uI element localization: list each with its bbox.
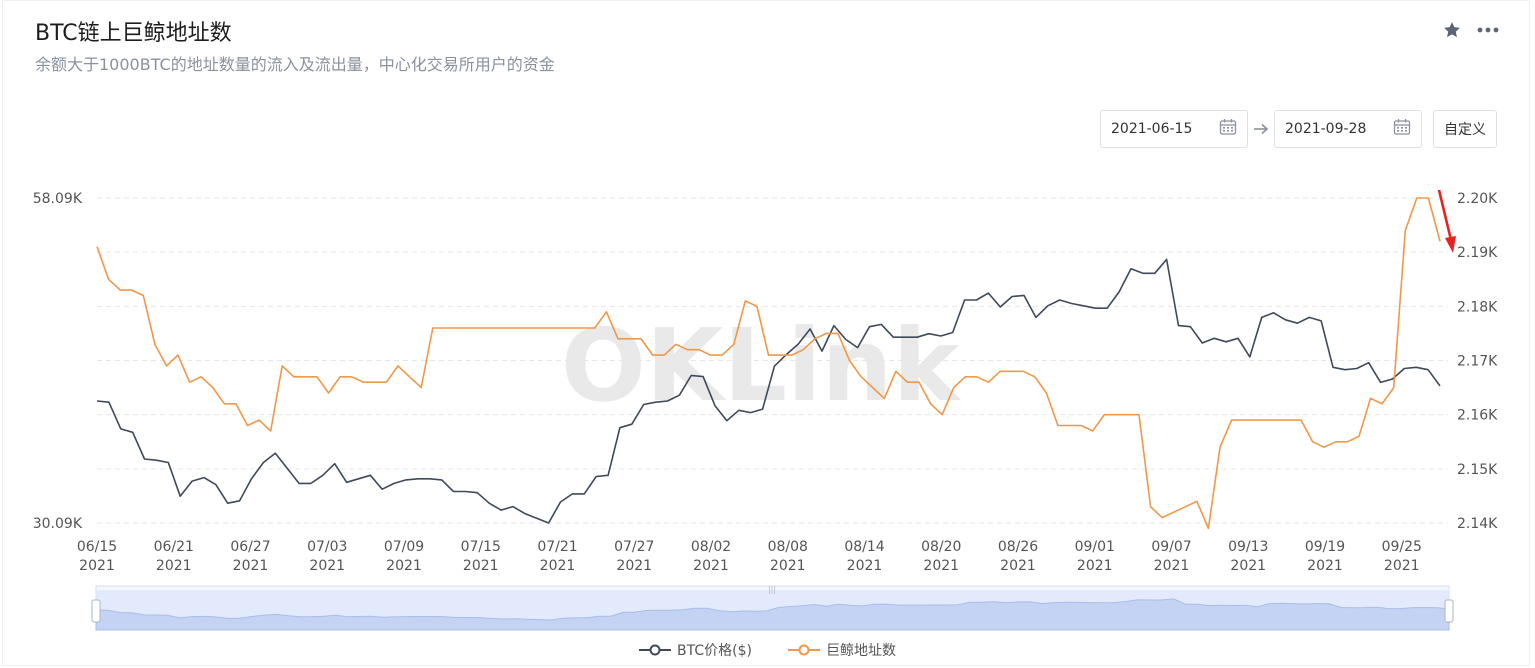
- x-tick-label: 09/25: [1382, 539, 1422, 555]
- x-tick-label: 08/08: [768, 539, 808, 555]
- x-tick-label: 07/27: [614, 539, 654, 555]
- x-tick-label: 08/26: [998, 539, 1038, 555]
- x-tick-year: 2021: [693, 558, 729, 574]
- x-tick-year: 2021: [233, 558, 269, 574]
- chart-title: BTC链上巨鲸地址数: [35, 21, 232, 46]
- x-tick-label: 09/01: [1075, 539, 1115, 555]
- x-tick-year: 2021: [540, 558, 576, 574]
- arrow-right-icon: [1248, 120, 1274, 139]
- start-date-input[interactable]: 2021-06-15: [1100, 110, 1248, 148]
- end-date-input[interactable]: 2021-09-28: [1274, 110, 1422, 148]
- x-tick-label: 07/09: [384, 539, 424, 555]
- data-zoom-slider[interactable]: |||: [91, 585, 1454, 631]
- left-tick-label: 58.09K: [33, 191, 83, 207]
- x-tick-label: 07/15: [461, 539, 501, 555]
- legend-item-price[interactable]: BTC价格($): [639, 640, 752, 660]
- legend-item-whales[interactable]: 巨鲸地址数: [787, 640, 896, 660]
- x-tick-year: 2021: [1230, 558, 1266, 574]
- x-tick-year: 2021: [770, 558, 806, 574]
- end-date-value: 2021-09-28: [1285, 121, 1367, 137]
- series-line-1: [96, 197, 1441, 530]
- legend-line-marker: [639, 644, 672, 656]
- x-tick-label: 06/27: [230, 539, 270, 555]
- x-tick-label: 08/14: [844, 539, 884, 555]
- x-tick-year: 2021: [156, 558, 192, 574]
- x-tick-year: 2021: [1154, 558, 1190, 574]
- zoom-handle-left[interactable]: [91, 599, 101, 623]
- zoom-handle-right[interactable]: [1444, 599, 1454, 623]
- right-tick-label: 2.17K: [1457, 354, 1498, 370]
- right-tick-label: 2.19K: [1457, 245, 1498, 261]
- red-arrow-annotation: [1437, 189, 1456, 253]
- left-tick-label: 30.09K: [33, 516, 83, 532]
- x-tick-year: 2021: [1077, 558, 1113, 574]
- x-tick-label: 07/21: [537, 539, 577, 555]
- x-tick-year: 2021: [386, 558, 422, 574]
- calendar-icon: [1393, 118, 1411, 140]
- x-tick-year: 2021: [463, 558, 499, 574]
- custom-range-button[interactable]: 自定义: [1433, 110, 1497, 148]
- right-tick-label: 2.14K: [1457, 516, 1498, 532]
- legend-line-marker: [787, 644, 820, 656]
- right-tick-label: 2.15K: [1457, 462, 1498, 478]
- left-axis: 58.09K 30.09K: [33, 191, 83, 532]
- x-tick-year: 2021: [1000, 558, 1036, 574]
- x-tick-year: 2021: [847, 558, 883, 574]
- series-lines: [96, 197, 1441, 530]
- x-tick-label: 09/13: [1228, 539, 1268, 555]
- chart-legend: BTC价格($) 巨鲸地址数: [0, 640, 1535, 660]
- right-axis: 2.14K 2.15K 2.16K 2.17K 2.18K 2.19K 2.20K: [1457, 191, 1498, 532]
- series-line-0: [96, 258, 1441, 524]
- right-tick-label: 2.16K: [1457, 408, 1498, 424]
- header-actions: [1441, 19, 1499, 41]
- x-tick-year: 2021: [79, 558, 115, 574]
- x-tick-label: 06/21: [154, 539, 194, 555]
- x-tick-label: 08/20: [921, 539, 961, 555]
- x-tick-year: 2021: [1307, 558, 1343, 574]
- grid: [97, 197, 1448, 524]
- legend-label-whales: 巨鲸地址数: [825, 643, 896, 659]
- x-tick-year: 2021: [309, 558, 345, 574]
- x-tick-year: 2021: [1384, 558, 1420, 574]
- star-icon[interactable]: [1441, 19, 1463, 41]
- x-tick-label: 06/15: [77, 539, 117, 555]
- x-axis: 06/15 2021 06/21 2021 06/27 2021 07/03 2021 07/0…: [77, 539, 1422, 574]
- x-tick-year: 2021: [923, 558, 959, 574]
- right-tick-label: 2.18K: [1457, 299, 1498, 315]
- start-date-value: 2021-06-15: [1111, 121, 1193, 137]
- calendar-icon: [1219, 118, 1237, 140]
- legend-label-price: BTC价格($): [677, 643, 752, 659]
- x-tick-label: 07/03: [307, 539, 347, 555]
- more-icon[interactable]: [1477, 19, 1499, 41]
- svg-text:|||: |||: [768, 585, 776, 594]
- chart-subtitle: 余额大于1000BTC的地址数量的流入及流出量，中心化交易所用户的资金: [35, 55, 555, 74]
- x-tick-label: 09/07: [1151, 539, 1191, 555]
- x-tick-label: 08/02: [691, 539, 731, 555]
- x-tick-label: 09/19: [1305, 539, 1345, 555]
- date-range-picker: 2021-06-15 2021-09-28 自定义: [1100, 110, 1497, 148]
- x-tick-year: 2021: [616, 558, 652, 574]
- right-tick-label: 2.20K: [1457, 191, 1498, 207]
